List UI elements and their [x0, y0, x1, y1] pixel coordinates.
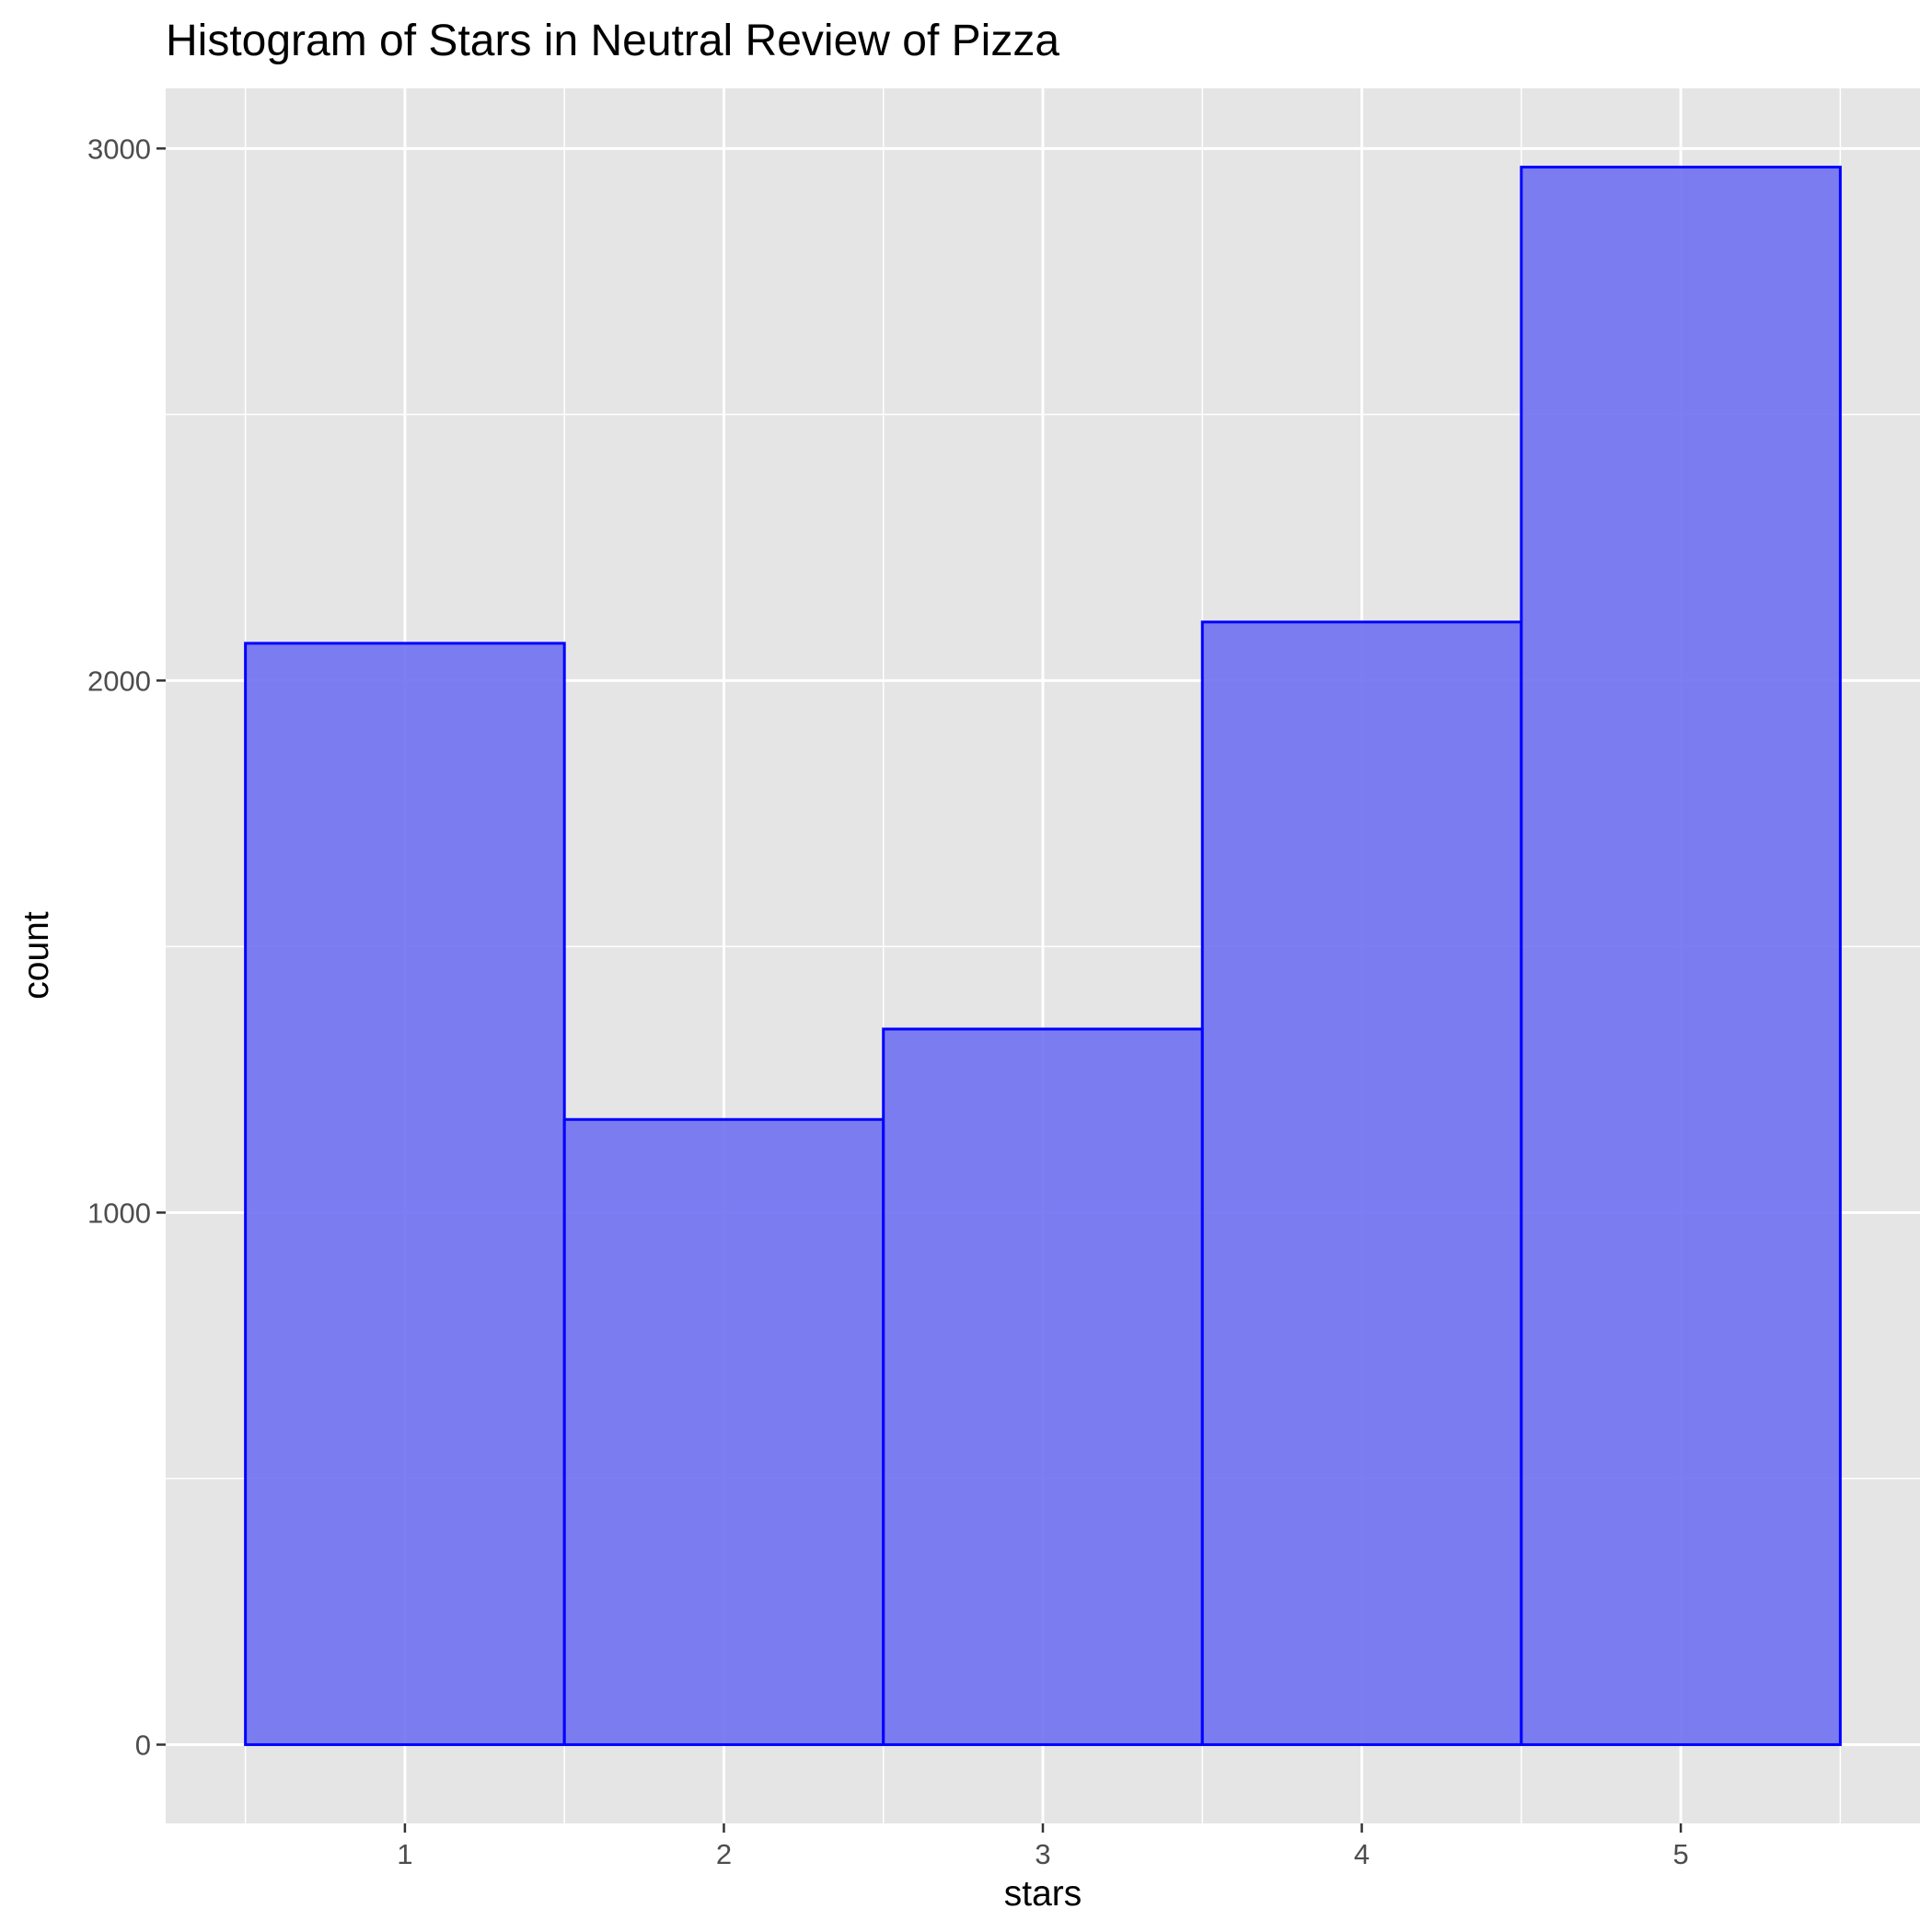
x-tick-label: 2	[716, 1838, 732, 1870]
histogram-bar-4	[1200, 620, 1523, 1746]
histogram-bar-3	[882, 1027, 1204, 1746]
x-tick-label: 3	[1035, 1838, 1050, 1870]
y-tick-label: 2000	[87, 665, 151, 697]
y-axis: 0 1000 2000 3000	[87, 133, 166, 1761]
y-tick-label: 3000	[87, 133, 151, 165]
histogram-bar-2	[562, 1117, 885, 1746]
y-tick-label: 0	[135, 1729, 151, 1761]
x-axis-title: stars	[1004, 1874, 1082, 1914]
histogram-bar-5	[1520, 166, 1842, 1746]
chart-title: Histogram of Stars in Neutral Review of …	[166, 17, 1059, 65]
x-tick-label: 1	[397, 1838, 412, 1870]
x-tick-label: 5	[1672, 1838, 1688, 1870]
histogram-bars	[244, 166, 1842, 1746]
histogram-bar-1	[244, 642, 566, 1746]
x-axis: 1 2 3 4 5	[397, 1823, 1689, 1870]
y-axis-title: count	[17, 911, 56, 1000]
y-tick-label: 1000	[87, 1197, 151, 1229]
x-tick-label: 4	[1354, 1838, 1370, 1870]
